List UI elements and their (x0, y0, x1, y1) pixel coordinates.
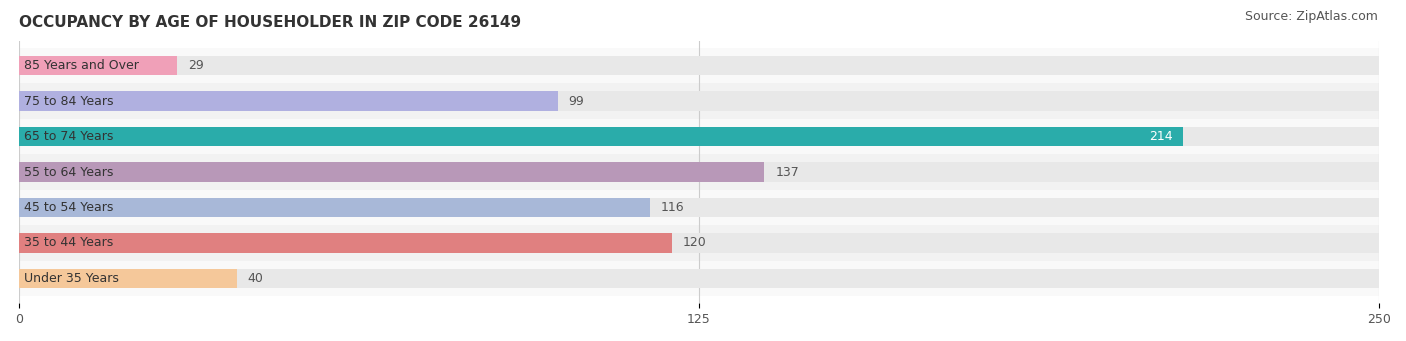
Text: 120: 120 (683, 237, 706, 250)
Text: 75 to 84 Years: 75 to 84 Years (24, 95, 114, 108)
Bar (20, 225, 1379, 261)
Text: 99: 99 (568, 95, 585, 108)
Text: 55 to 64 Years: 55 to 64 Years (24, 166, 114, 179)
Text: OCCUPANCY BY AGE OF HOUSEHOLDER IN ZIP CODE 26149: OCCUPANCY BY AGE OF HOUSEHOLDER IN ZIP C… (20, 15, 522, 30)
Text: 45 to 54 Years: 45 to 54 Years (24, 201, 114, 214)
Text: 116: 116 (661, 201, 685, 214)
Bar (20, 127, 1184, 146)
Bar (20, 269, 1379, 288)
Bar (20, 56, 177, 75)
Text: 214: 214 (1149, 130, 1173, 143)
Bar (20, 198, 650, 217)
Bar (20, 48, 1379, 84)
Bar (20, 56, 1379, 75)
Bar (20, 233, 672, 253)
Bar (20, 269, 236, 288)
Bar (20, 162, 765, 182)
Text: 40: 40 (247, 272, 263, 285)
Bar (20, 127, 1379, 146)
Bar (20, 198, 1379, 217)
Text: Under 35 Years: Under 35 Years (24, 272, 120, 285)
Bar (20, 154, 1379, 190)
Bar (20, 233, 1379, 253)
Bar (20, 119, 1379, 154)
Bar (20, 190, 1379, 225)
Bar (20, 84, 1379, 119)
Text: Source: ZipAtlas.com: Source: ZipAtlas.com (1244, 10, 1378, 23)
Bar (20, 91, 558, 111)
Text: 65 to 74 Years: 65 to 74 Years (24, 130, 114, 143)
Bar (20, 91, 1379, 111)
Text: 137: 137 (775, 166, 799, 179)
Text: 35 to 44 Years: 35 to 44 Years (24, 237, 114, 250)
Text: 85 Years and Over: 85 Years and Over (24, 59, 139, 72)
Bar (20, 261, 1379, 296)
Bar (20, 162, 1379, 182)
Text: 29: 29 (187, 59, 204, 72)
